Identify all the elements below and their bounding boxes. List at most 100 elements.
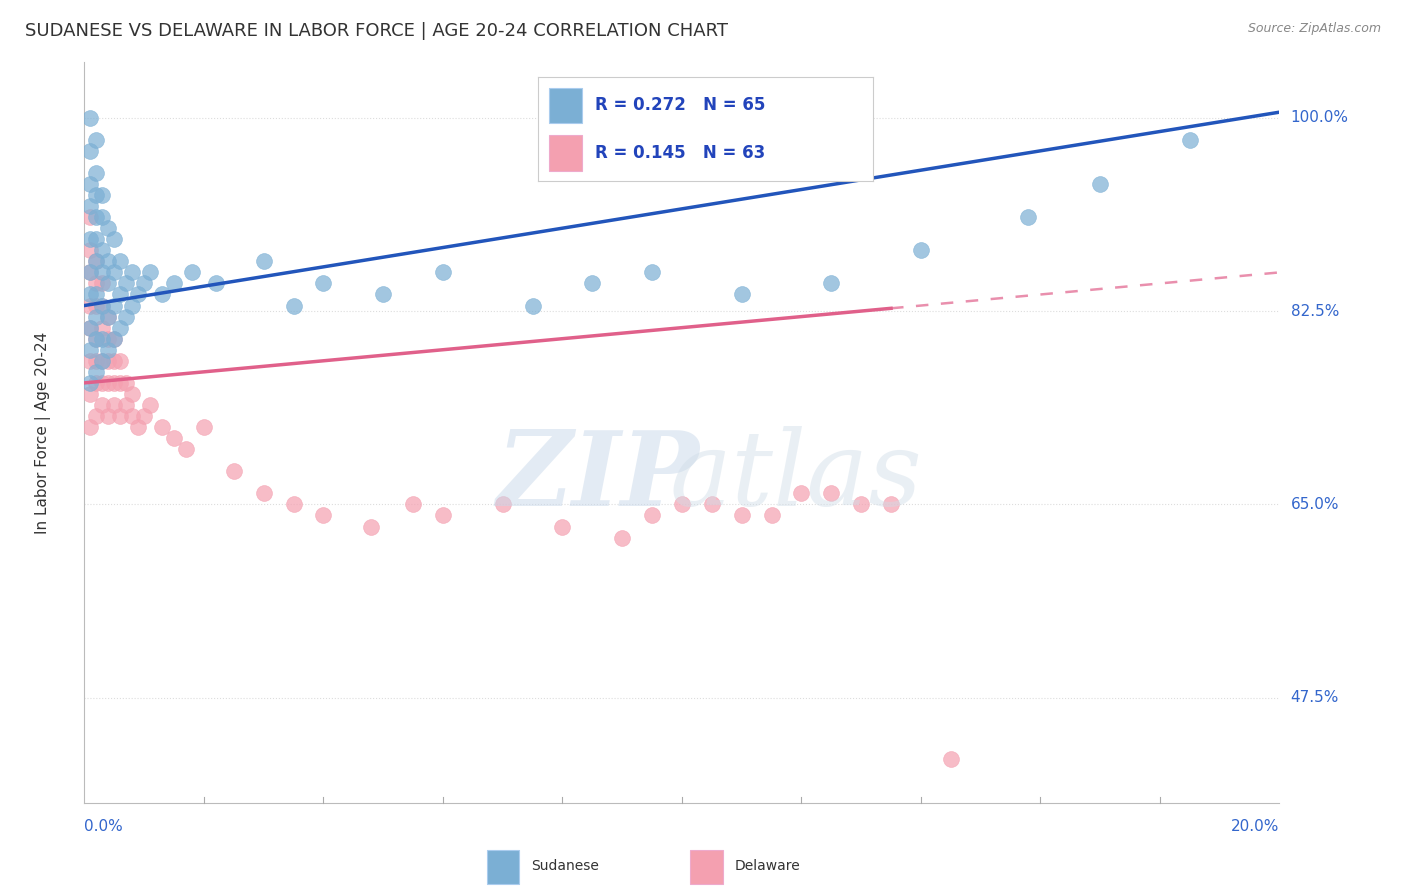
Point [79, 265, 101, 279]
Point [283, 498, 305, 512]
Point [79, 299, 101, 313]
Point [522, 299, 544, 313]
Point [97, 353, 120, 368]
Point [86, 332, 108, 346]
Point [79, 232, 101, 246]
Point [91, 353, 114, 368]
Point [163, 277, 186, 291]
Point [1018, 210, 1040, 224]
Point [121, 387, 143, 401]
Point [91, 299, 114, 313]
Point [79, 244, 101, 258]
Point [731, 287, 754, 301]
Point [790, 486, 813, 500]
Point [110, 409, 132, 423]
Point [115, 310, 138, 324]
Point [79, 144, 101, 158]
Point [103, 299, 125, 313]
Point [91, 244, 114, 258]
Point [1178, 133, 1201, 147]
Point [127, 420, 149, 434]
Text: 82.5%: 82.5% [1291, 303, 1339, 318]
Point [110, 376, 132, 390]
Point [127, 287, 149, 301]
Point [79, 199, 101, 213]
Point [86, 310, 108, 324]
Point [86, 210, 108, 224]
Point [121, 265, 143, 279]
Point [174, 442, 197, 457]
Point [205, 277, 228, 291]
Point [671, 498, 693, 512]
Point [132, 409, 156, 423]
Point [139, 265, 162, 279]
Point [163, 431, 186, 445]
Point [97, 343, 120, 357]
Point [91, 320, 114, 334]
Point [86, 332, 108, 346]
Point [700, 498, 723, 512]
Point [103, 265, 125, 279]
Point [79, 210, 101, 224]
Point [86, 365, 108, 379]
Text: 65.0%: 65.0% [1291, 497, 1339, 512]
Point [86, 277, 108, 291]
Point [79, 287, 101, 301]
Point [1090, 177, 1112, 191]
Point [103, 353, 125, 368]
Point [103, 332, 125, 346]
Point [312, 277, 335, 291]
Point [373, 287, 395, 301]
Point [86, 376, 108, 390]
Point [86, 287, 108, 301]
Point [86, 166, 108, 180]
Point [551, 519, 574, 533]
Point [97, 409, 120, 423]
Text: 47.5%: 47.5% [1291, 690, 1339, 706]
Point [86, 254, 108, 268]
Point [115, 277, 138, 291]
Point [86, 133, 108, 147]
Point [110, 353, 132, 368]
Point [181, 265, 204, 279]
Point [79, 320, 101, 334]
Point [91, 265, 114, 279]
Point [91, 188, 114, 202]
Point [253, 254, 276, 268]
Point [612, 531, 634, 545]
Point [121, 299, 143, 313]
Point [91, 299, 114, 313]
Point [97, 332, 120, 346]
Point [312, 508, 335, 523]
Point [86, 299, 108, 313]
Point [253, 486, 276, 500]
Point [121, 409, 143, 423]
Point [851, 498, 873, 512]
Point [820, 277, 842, 291]
Point [91, 398, 114, 412]
Text: SUDANESE VS DELAWARE IN LABOR FORCE | AGE 20-24 CORRELATION CHART: SUDANESE VS DELAWARE IN LABOR FORCE | AG… [25, 22, 728, 40]
Point [283, 299, 305, 313]
Point [110, 287, 132, 301]
Point [150, 420, 173, 434]
Point [79, 343, 101, 357]
Point [79, 420, 101, 434]
Point [86, 254, 108, 268]
Point [97, 277, 120, 291]
Point [97, 310, 120, 324]
Point [193, 420, 215, 434]
Point [103, 398, 125, 412]
Point [110, 320, 132, 334]
Point [79, 376, 101, 390]
Text: atlas: atlas [669, 426, 922, 528]
Point [115, 376, 138, 390]
Text: ZIP: ZIP [496, 426, 700, 528]
Text: In Labor Force | Age 20-24: In Labor Force | Age 20-24 [35, 332, 51, 533]
Point [97, 376, 120, 390]
Point [910, 244, 932, 258]
Point [880, 498, 903, 512]
Point [641, 508, 664, 523]
Point [402, 498, 425, 512]
Point [115, 398, 138, 412]
Point [432, 265, 454, 279]
